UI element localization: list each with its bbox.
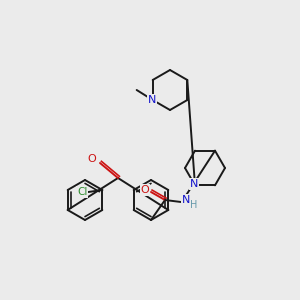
Text: N: N — [190, 179, 198, 189]
Text: N: N — [148, 95, 156, 105]
Text: H: H — [190, 200, 198, 210]
Text: O: O — [88, 154, 96, 164]
Text: O: O — [141, 185, 149, 195]
Text: N: N — [182, 195, 190, 205]
Text: Cl: Cl — [77, 187, 88, 197]
